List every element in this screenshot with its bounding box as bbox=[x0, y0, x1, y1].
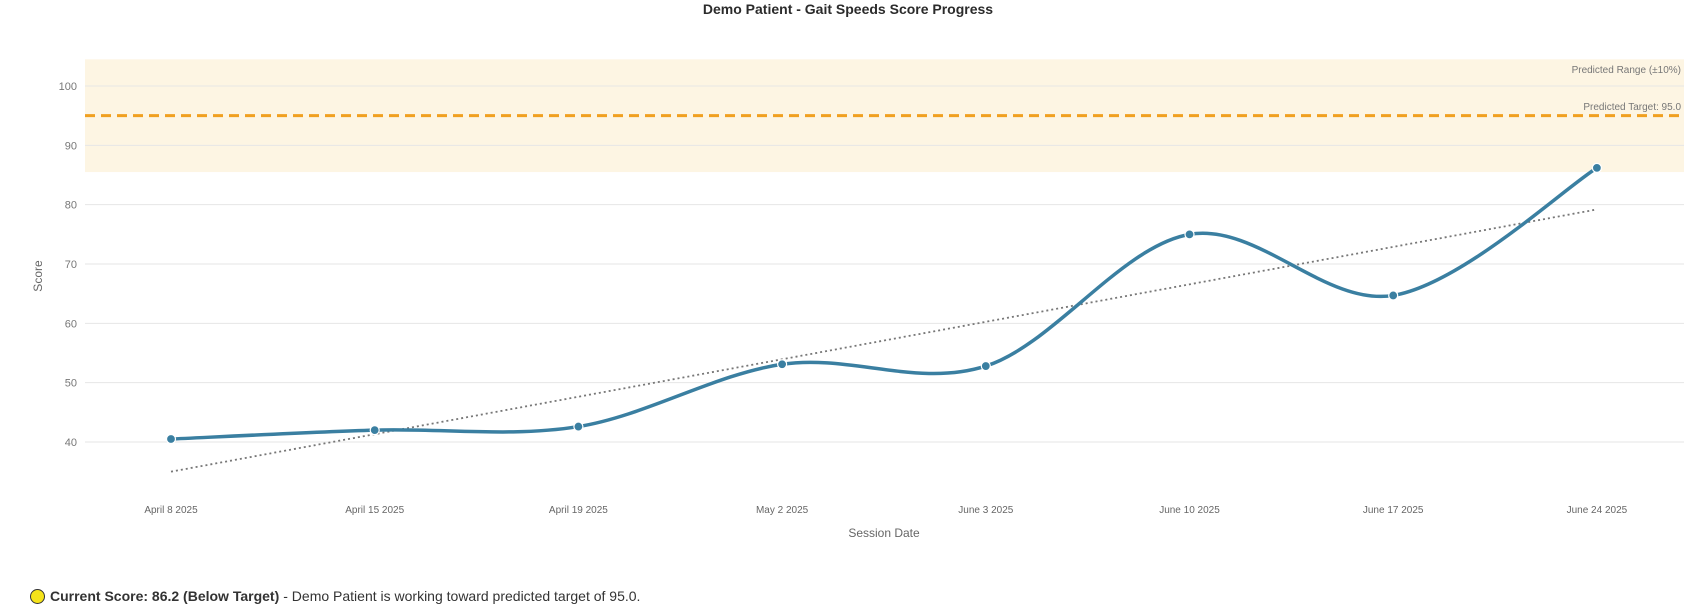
score-series-line bbox=[169, 166, 1599, 441]
y-tick-label: 100 bbox=[59, 81, 77, 93]
data-point[interactable] bbox=[1388, 290, 1399, 301]
predicted-range-label: Predicted Range (±10%) bbox=[1572, 65, 1681, 76]
x-axis-title: Session Date bbox=[848, 526, 920, 540]
y-tick-label: 80 bbox=[65, 200, 77, 212]
y-tick-label: 70 bbox=[65, 259, 77, 271]
data-point[interactable] bbox=[980, 360, 991, 372]
data-point[interactable] bbox=[369, 425, 380, 436]
y-tick-label: 90 bbox=[65, 140, 77, 152]
chart-title: Demo Patient - Gait Speeds Score Progres… bbox=[702, 1, 994, 17]
x-tick-label: April 19 2025 bbox=[549, 505, 608, 516]
x-tick-label: June 24 2025 bbox=[1567, 505, 1628, 516]
y-axis-title: Score bbox=[31, 260, 45, 292]
x-tick-label: June 3 2025 bbox=[958, 505, 1013, 516]
gridlines bbox=[85, 85, 1684, 443]
x-tick-labels: April 8 2025 April 15 2025 April 19 2025 Ma… bbox=[144, 505, 1627, 516]
x-tick-label: June 10 2025 bbox=[1159, 505, 1220, 516]
data-point[interactable] bbox=[1591, 162, 1603, 173]
x-tick-label: June 17 2025 bbox=[1363, 505, 1424, 516]
target-label: Predicted Target: 95.0 bbox=[1583, 102, 1681, 113]
y-tick-label: 50 bbox=[65, 378, 77, 390]
score-points bbox=[165, 162, 1603, 445]
y-tick-label: 60 bbox=[65, 318, 77, 330]
status-message: Current Score: 86.2 (Below Target) - Dem… bbox=[30, 586, 640, 606]
data-point[interactable] bbox=[165, 433, 177, 445]
status-current-score: Current Score: 86.2 (Below Target) bbox=[50, 588, 280, 604]
data-point[interactable] bbox=[1184, 229, 1195, 240]
status-indicator-icon bbox=[30, 588, 45, 604]
predicted-range-band bbox=[85, 59, 1684, 173]
x-tick-label: April 8 2025 bbox=[144, 505, 198, 516]
status-description: - Demo Patient is working toward predict… bbox=[283, 588, 641, 604]
y-tick-labels: 40 50 60 70 80 90 100 bbox=[59, 81, 77, 449]
x-tick-label: May 2 2025 bbox=[756, 505, 809, 516]
data-point[interactable] bbox=[573, 421, 584, 432]
x-tick-label: April 15 2025 bbox=[345, 505, 404, 516]
y-tick-label: 40 bbox=[65, 437, 77, 449]
trend-line bbox=[170, 208, 1598, 473]
chart-area: 40 50 60 70 80 90 100 April 8 2025 April 15 202… bbox=[31, 59, 1684, 540]
data-point[interactable] bbox=[776, 359, 788, 370]
